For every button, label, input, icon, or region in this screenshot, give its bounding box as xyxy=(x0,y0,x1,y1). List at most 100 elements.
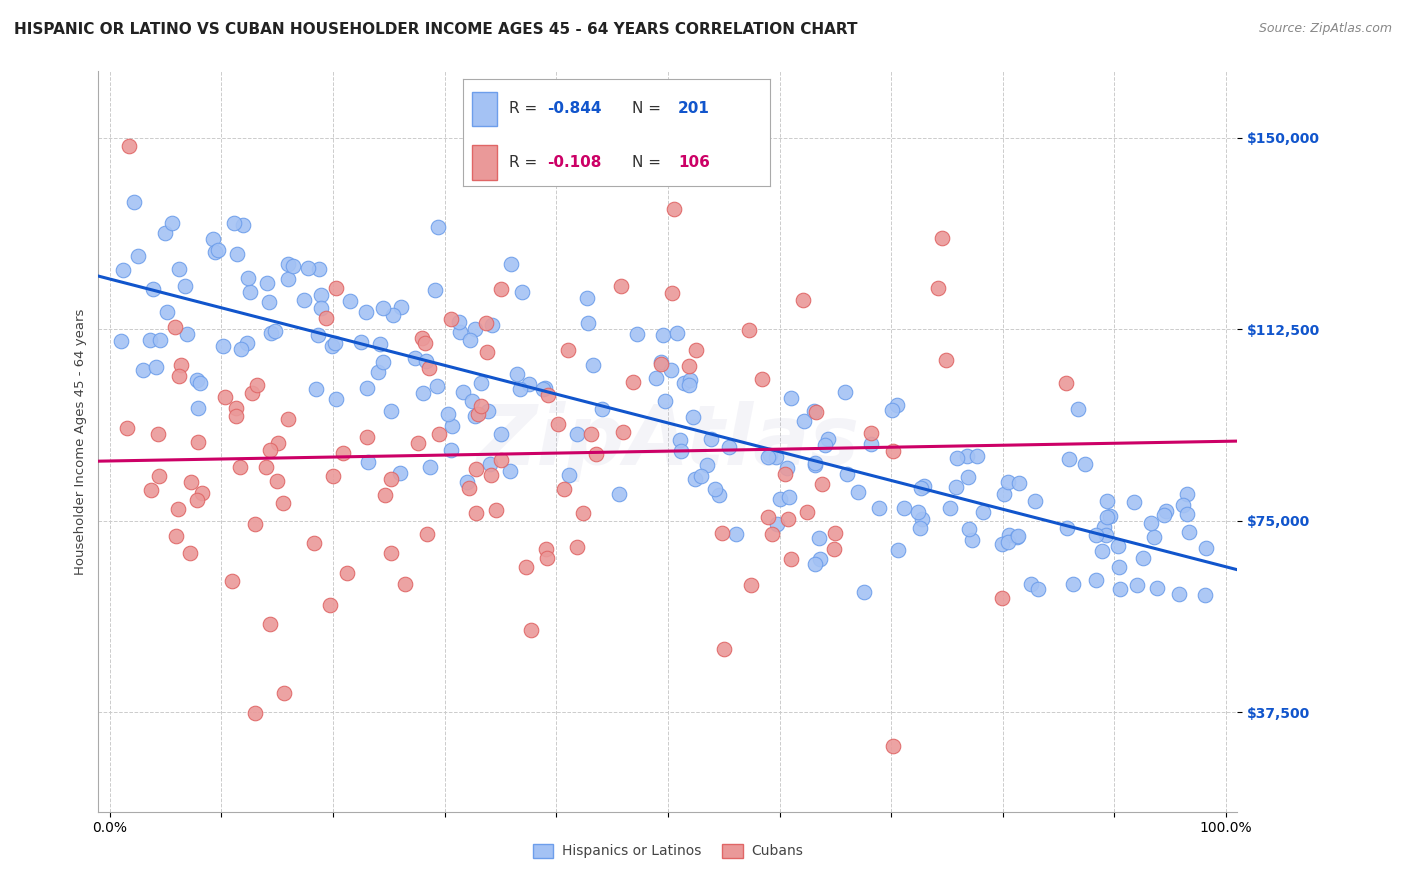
Point xyxy=(273,686,295,700)
Point xyxy=(481,318,503,332)
Point xyxy=(1194,587,1216,601)
Point xyxy=(935,353,957,368)
Point xyxy=(907,506,929,520)
Point xyxy=(960,533,983,548)
Point xyxy=(380,404,402,418)
Point xyxy=(956,449,979,463)
Point xyxy=(581,358,603,372)
Point xyxy=(682,410,704,425)
Point xyxy=(510,285,533,299)
Point xyxy=(243,516,266,531)
Point xyxy=(793,414,815,428)
Point xyxy=(153,226,176,240)
Point xyxy=(404,351,426,365)
Point xyxy=(475,345,498,359)
Point xyxy=(534,541,557,556)
Point xyxy=(520,624,543,638)
Point xyxy=(571,506,593,520)
Point xyxy=(110,334,132,348)
Legend: Hispanics or Latinos, Cubans: Hispanics or Latinos, Cubans xyxy=(527,838,808,864)
Point xyxy=(780,552,803,566)
Point xyxy=(186,493,208,508)
Point xyxy=(860,437,883,451)
Point xyxy=(927,281,949,295)
Point xyxy=(419,459,441,474)
Point xyxy=(1175,487,1198,501)
Point xyxy=(645,371,668,385)
Point xyxy=(1154,504,1177,518)
Point xyxy=(204,245,226,260)
Point xyxy=(1195,541,1218,555)
Point xyxy=(212,339,235,353)
Point xyxy=(610,278,633,293)
Point xyxy=(957,522,980,536)
Point xyxy=(796,505,818,519)
Point xyxy=(187,401,209,416)
Point xyxy=(267,436,290,450)
Point xyxy=(1123,495,1146,509)
Point xyxy=(416,527,439,541)
Point xyxy=(1092,520,1115,534)
Point xyxy=(814,438,837,452)
Point xyxy=(239,285,262,299)
Point xyxy=(165,529,187,543)
Point xyxy=(886,398,908,412)
Point xyxy=(277,411,299,425)
Point xyxy=(380,546,402,560)
Point xyxy=(685,343,707,358)
Point xyxy=(547,417,569,431)
Point xyxy=(717,440,740,454)
Point xyxy=(297,260,319,275)
Point xyxy=(139,333,162,347)
Point xyxy=(127,249,149,263)
Point xyxy=(591,402,613,417)
Point xyxy=(778,491,800,505)
Point xyxy=(531,382,554,396)
Point xyxy=(817,432,839,446)
Point xyxy=(418,360,440,375)
Point xyxy=(458,481,481,495)
Point xyxy=(756,509,779,524)
Point xyxy=(1107,539,1129,553)
Point xyxy=(426,378,449,392)
Point xyxy=(1062,577,1084,591)
Point xyxy=(259,616,281,631)
Point xyxy=(214,390,236,404)
Point xyxy=(1099,509,1122,524)
Point xyxy=(371,354,394,368)
Point xyxy=(427,427,450,442)
Point xyxy=(489,427,512,442)
Point xyxy=(776,460,799,475)
Point xyxy=(122,194,145,209)
Point xyxy=(1132,550,1154,565)
Point xyxy=(882,403,904,417)
Point xyxy=(478,457,501,471)
Point xyxy=(170,358,193,372)
Point xyxy=(225,409,247,424)
Point xyxy=(1067,402,1090,417)
Point xyxy=(585,447,607,461)
Point xyxy=(1146,581,1168,595)
Point xyxy=(662,202,685,216)
Point xyxy=(225,247,247,261)
Point xyxy=(479,467,502,482)
Point xyxy=(139,483,162,497)
Point xyxy=(1057,452,1080,467)
Point xyxy=(775,467,797,481)
Point xyxy=(440,419,463,434)
Point xyxy=(354,305,377,319)
Point xyxy=(661,286,683,301)
Point xyxy=(1143,530,1166,544)
Point xyxy=(553,482,575,496)
Text: Source: ZipAtlas.com: Source: ZipAtlas.com xyxy=(1258,22,1392,36)
Point xyxy=(236,335,259,350)
Point xyxy=(201,232,224,246)
Point xyxy=(766,516,789,531)
Point xyxy=(650,357,672,371)
Point xyxy=(846,484,869,499)
Text: ZipAtlas: ZipAtlas xyxy=(477,401,859,482)
Point xyxy=(679,373,702,387)
Point xyxy=(458,333,481,347)
Point xyxy=(678,359,700,373)
Point xyxy=(997,475,1019,490)
